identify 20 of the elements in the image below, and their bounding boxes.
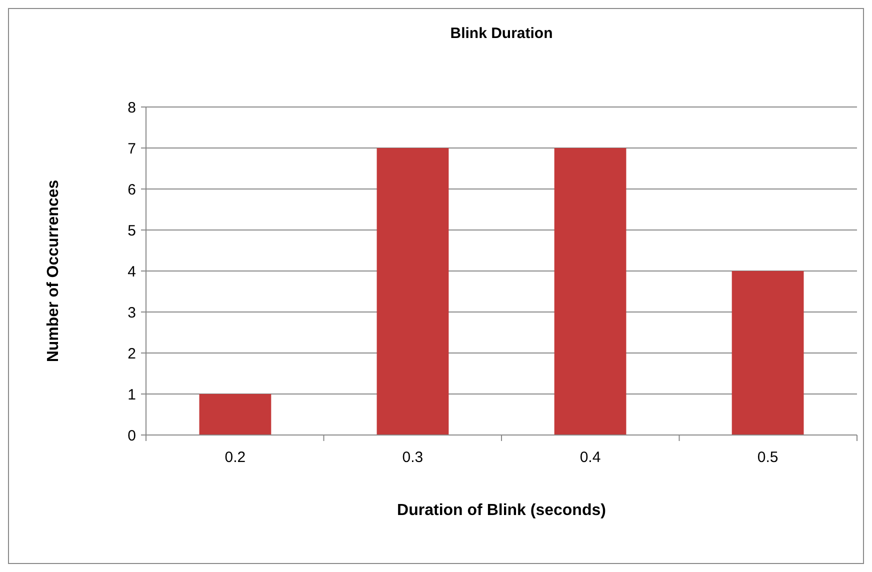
x-tick-label: 0.2 — [224, 449, 246, 466]
chart-title: Blink Duration — [450, 25, 553, 42]
bar — [376, 148, 449, 435]
y-axis-title: Number of Occurrences — [45, 180, 62, 362]
x-tick-label: 0.4 — [580, 449, 601, 466]
y-tick-label: 2 — [128, 345, 136, 362]
y-tick-label: 8 — [128, 99, 136, 116]
bar — [554, 148, 626, 435]
x-tick-label: 0.5 — [757, 449, 778, 466]
y-tick-label: 7 — [128, 140, 136, 158]
y-tick-label: 0 — [128, 427, 136, 444]
x-tick-label: 0.3 — [402, 449, 424, 466]
x-axis-title: Duration of Blink (seconds) — [397, 502, 606, 519]
bar — [732, 271, 804, 435]
y-tick-label: 6 — [128, 181, 136, 198]
bar — [199, 394, 272, 435]
y-tick-label: 4 — [128, 263, 136, 280]
y-tick-label: 1 — [128, 386, 136, 404]
y-tick-label: 3 — [128, 304, 136, 322]
y-tick-label: 5 — [128, 222, 136, 240]
